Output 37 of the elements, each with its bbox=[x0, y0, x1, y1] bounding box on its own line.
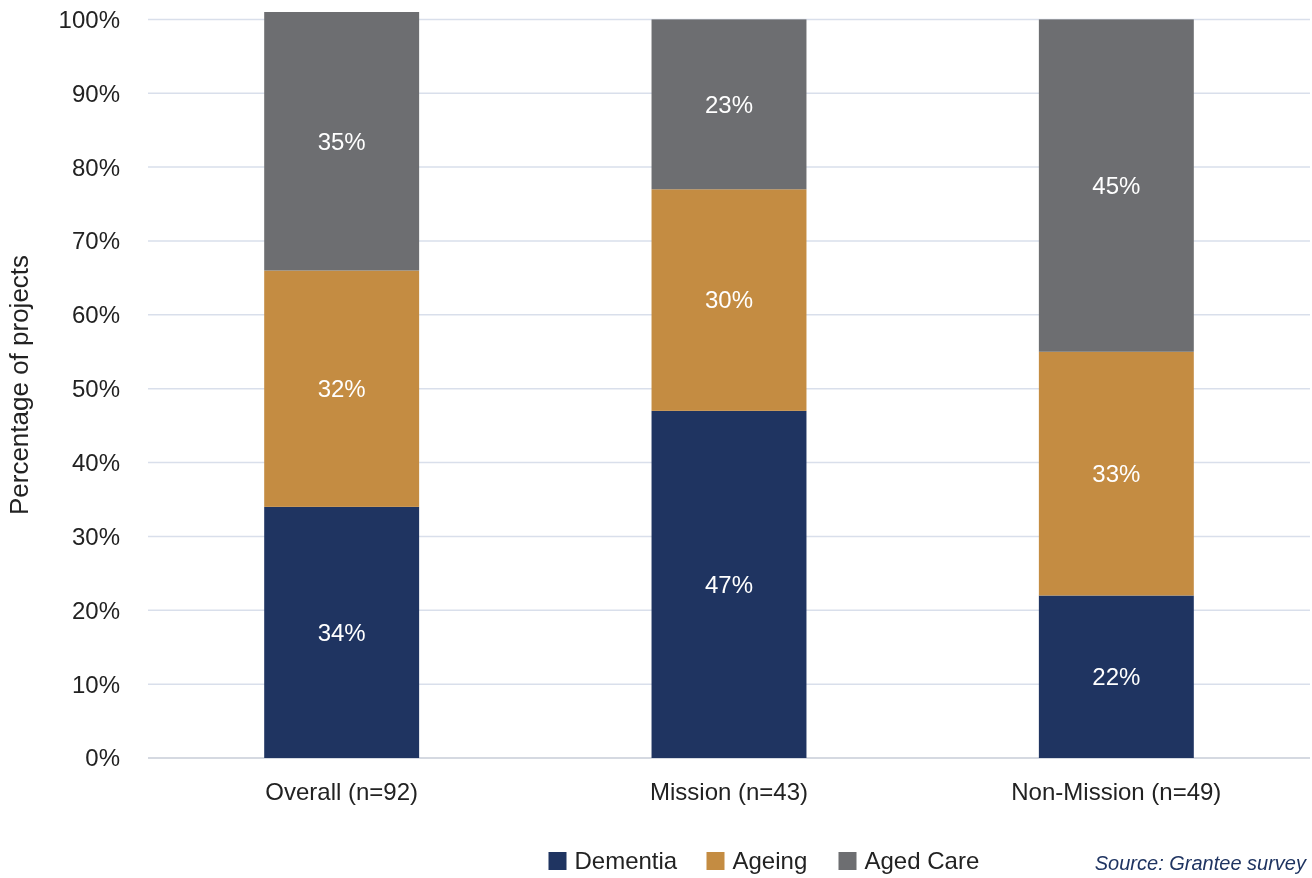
bar bbox=[1038, 595, 1194, 758]
y-tick-label: 30% bbox=[71, 522, 120, 550]
bar bbox=[651, 189, 807, 411]
bar bbox=[651, 19, 807, 190]
y-tick-label: 100% bbox=[58, 5, 120, 33]
y-tick-label: 80% bbox=[71, 153, 120, 181]
y-tick-label: 90% bbox=[71, 79, 120, 107]
y-tick-label: 20% bbox=[71, 596, 120, 624]
text: 45% bbox=[1092, 171, 1141, 199]
bar bbox=[264, 12, 420, 271]
text: 32% bbox=[317, 375, 366, 403]
text: 33% bbox=[1092, 460, 1141, 488]
bar bbox=[1038, 351, 1194, 596]
y-axis-title: Percentage of projects bbox=[4, 254, 34, 516]
text: 47% bbox=[704, 570, 754, 598]
text: 22% bbox=[1092, 663, 1141, 691]
y-tick-label: 60% bbox=[71, 301, 120, 329]
text: 35% bbox=[317, 127, 366, 155]
legend-label: Dementia bbox=[574, 847, 678, 875]
x-tick-label: Non-Mission (n=49) bbox=[1011, 778, 1222, 805]
bar bbox=[651, 410, 807, 758]
y-tick-label: 70% bbox=[71, 227, 120, 255]
legend-label: Ageing bbox=[732, 847, 808, 875]
text: 34% bbox=[317, 618, 366, 646]
y-tick-label: 50% bbox=[71, 375, 120, 403]
y-tick-label: 0% bbox=[85, 744, 120, 772]
bar bbox=[264, 506, 420, 758]
x-tick-label: Overall (n=92) bbox=[265, 778, 419, 805]
text: 23% bbox=[704, 90, 754, 118]
text: 30% bbox=[704, 286, 754, 314]
x-tick-label: Mission (n=43) bbox=[649, 778, 809, 805]
bar bbox=[1038, 19, 1194, 352]
legend-label: Aged Care bbox=[864, 847, 980, 875]
source-note: Source: Grantee survey bbox=[1094, 852, 1307, 874]
y-tick-label: 10% bbox=[71, 670, 120, 698]
bar bbox=[264, 270, 420, 507]
y-tick-label: 40% bbox=[71, 448, 120, 476]
